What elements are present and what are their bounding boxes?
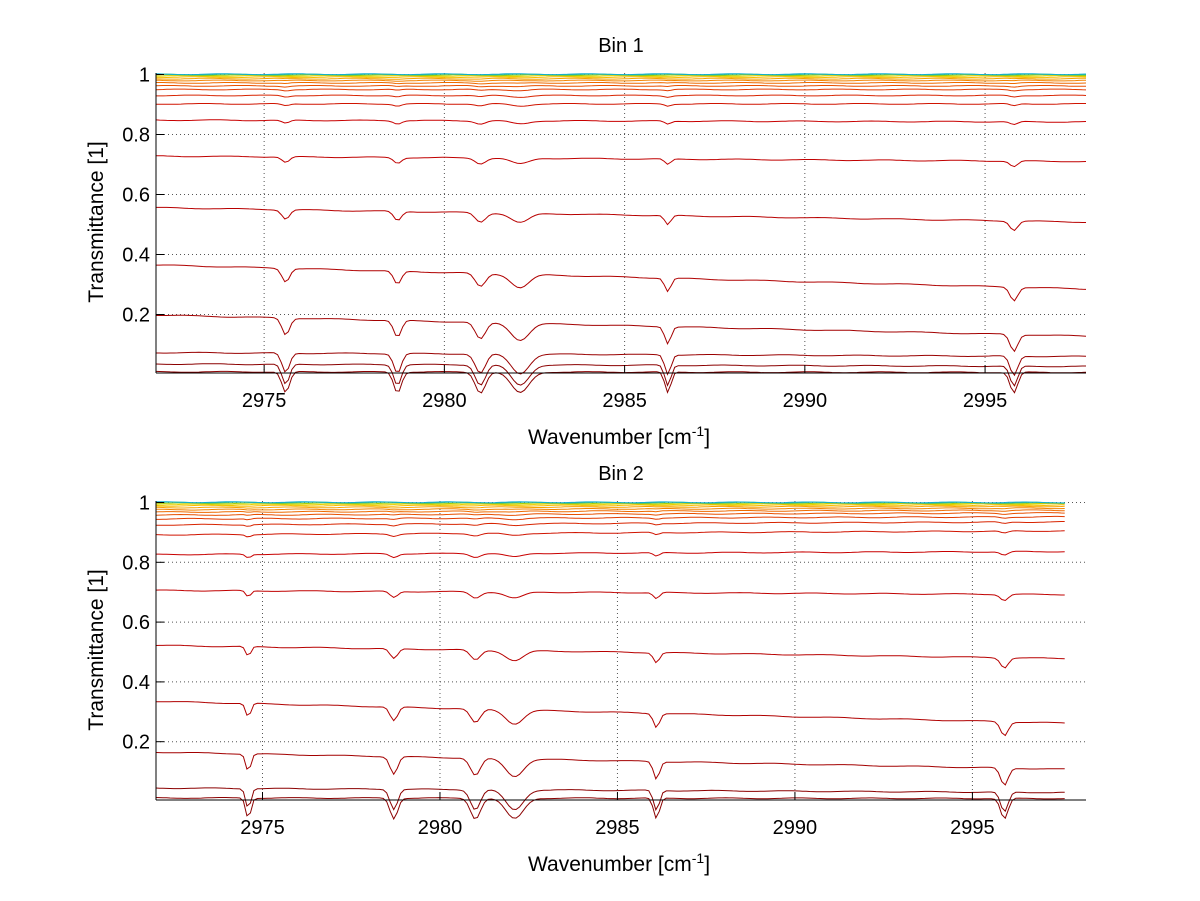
- x-tick-label: 2980: [418, 817, 463, 839]
- series-line: [155, 589, 1065, 602]
- series-line: [155, 644, 1065, 669]
- y-tick-label: 0.2: [122, 305, 150, 327]
- series-line: [156, 94, 1087, 98]
- series-line: [155, 505, 1065, 509]
- axes: [155, 501, 1086, 801]
- series-line: [156, 314, 1087, 353]
- series-line: [155, 787, 1065, 813]
- series-line: [156, 701, 1065, 737]
- y-axis-label: Transmittance [1]: [85, 141, 108, 302]
- series-group: [155, 73, 1087, 394]
- x-tick-label: 2975: [240, 817, 285, 839]
- series-line: [156, 515, 1065, 521]
- series-line: [155, 79, 1087, 82]
- series-line: [156, 351, 1087, 377]
- x-tick-label: 2990: [783, 390, 828, 412]
- series-line: [155, 102, 1086, 107]
- y-tick-labels: 0.2 0.4 0.6 0.8 1: [122, 492, 150, 753]
- series-line: [156, 550, 1065, 559]
- x-tick-label: 2995: [950, 817, 995, 839]
- y-tick-label: 0.2: [122, 732, 150, 754]
- series-line: [155, 363, 1086, 387]
- series-line: [156, 206, 1086, 232]
- axes: [155, 73, 1086, 374]
- x-tick-label: 2995: [963, 390, 1008, 412]
- y-tick-label: 0.8: [122, 125, 150, 147]
- y-tick-label: 0.6: [122, 185, 150, 207]
- x-tick-labels: 2975 2980 2985 2990 2995: [240, 817, 994, 839]
- series-line: [156, 264, 1087, 302]
- series-line: [156, 155, 1087, 168]
- x-tick-label: 2990: [773, 817, 818, 839]
- series-line: [156, 507, 1065, 511]
- y-tick-label: 0.4: [122, 672, 150, 694]
- chart-title: Bin 2: [598, 463, 644, 485]
- series-line: [155, 88, 1087, 92]
- x-tick-label: 2980: [422, 390, 467, 412]
- y-tick-labels: 0.2 0.4 0.6 0.8 1: [122, 65, 150, 327]
- chart-title: Bin 1: [598, 35, 644, 57]
- series-line: [155, 77, 1086, 80]
- y-tick-label: 1: [139, 492, 150, 514]
- x-tick-label: 2985: [602, 390, 647, 412]
- series-line: [155, 797, 1065, 821]
- x-tick-labels: 2975 2980 2985 2990 2995: [242, 390, 1007, 412]
- series-line: [156, 82, 1087, 85]
- series-line: [155, 501, 1065, 504]
- series-line: [155, 119, 1087, 126]
- y-tick-label: 0.8: [122, 552, 150, 574]
- series-line: [156, 76, 1087, 79]
- y-axis-label: Transmittance [1]: [85, 569, 108, 730]
- series-line: [155, 85, 1086, 88]
- x-tick-label: 2975: [242, 390, 287, 412]
- subplot-bin-1: Bin 1 2975 2980 2985 2990 2995 0.2 0.4 0.6 0.8 1…: [85, 35, 1087, 449]
- x-tick-label: 2985: [595, 817, 640, 839]
- series-line: [155, 504, 1065, 507]
- y-tick-label: 0.4: [122, 245, 150, 267]
- series-line: [155, 73, 1087, 76]
- y-tick-label: 1: [139, 65, 150, 87]
- series-line: [155, 752, 1065, 786]
- series-line: [155, 512, 1065, 516]
- subplot-bin-2: Bin 2 2975 2980 2985 2990 2995 0.2 0.4 0.6 0.8 1…: [85, 463, 1086, 876]
- series-line: [155, 509, 1065, 513]
- y-tick-label: 0.6: [122, 612, 150, 634]
- x-axis-label: Wavenumber [cm-1]: [528, 423, 710, 449]
- series-group: [155, 501, 1065, 821]
- x-axis-label: Wavenumber [cm-1]: [528, 850, 710, 876]
- series-line: [155, 530, 1065, 538]
- series-line: [155, 521, 1065, 527]
